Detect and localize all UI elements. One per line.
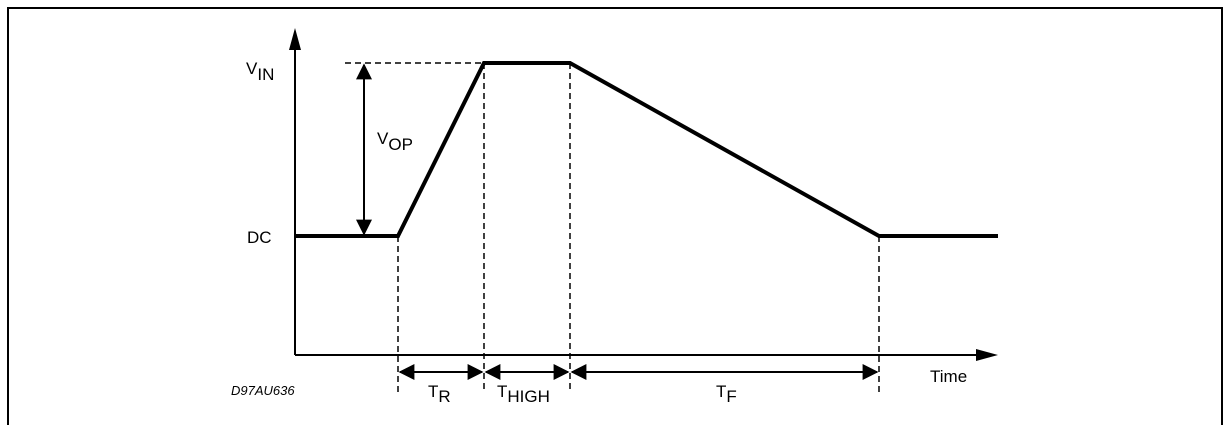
tf-label: TF (716, 382, 737, 406)
vin-label: VIN (246, 59, 274, 84)
x-axis-arrow-icon (976, 349, 998, 361)
diagram-frame (7, 7, 1223, 425)
vop-label: VOP (377, 129, 413, 154)
y-axis-arrow-icon (289, 28, 301, 50)
time-axis-label: Time (930, 367, 967, 386)
dashed-guides (345, 62, 880, 392)
figure-code: D97AU636 (231, 383, 295, 398)
voltage-waveform (295, 61, 998, 238)
axes (289, 28, 998, 361)
tr-label: TR (428, 382, 451, 406)
thigh-label: THIGH (497, 382, 550, 406)
dc-label: DC (247, 228, 272, 247)
